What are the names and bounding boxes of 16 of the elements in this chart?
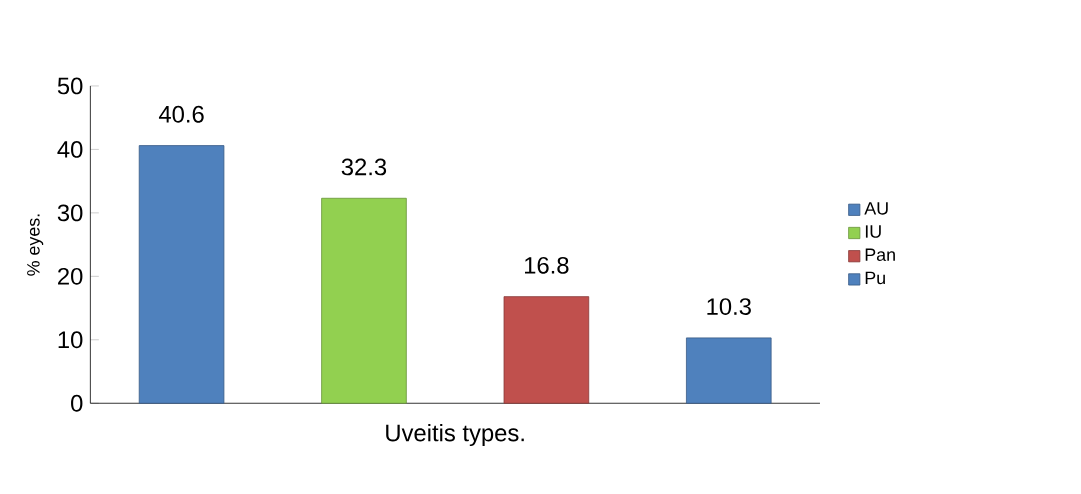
y-tick-label: 0 [71,395,83,412]
data-label: 32.3 [341,158,387,176]
legend-label: Pan [865,248,895,262]
data-label: 10.3 [707,298,751,316]
y-tick-label: 10 [58,331,83,349]
y-tick-label: 20 [58,268,83,285]
y-tick-label: 50 [57,77,83,95]
data-label: 40.6 [158,106,204,123]
y-tick-label: 40 [57,141,83,159]
y-tick-label: 30 [57,204,83,222]
x-axis-title: Uveitis types. [386,424,524,447]
legend-label: AU [864,202,888,215]
y-axis-title: % eyes. [27,214,44,276]
data-label: 16.8 [525,257,569,274]
legend-label: IU [865,225,881,239]
legend-label: Pu [865,271,885,285]
